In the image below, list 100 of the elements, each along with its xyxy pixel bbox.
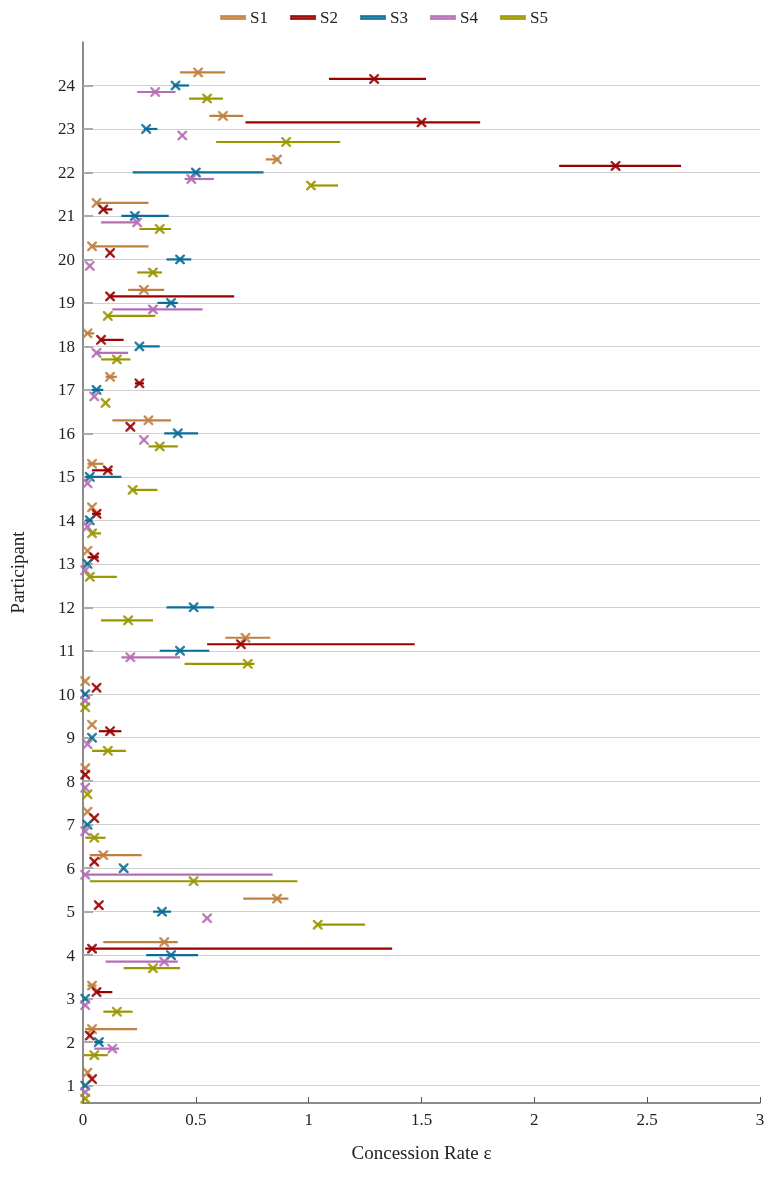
y-tick-label: 8 — [66, 771, 75, 791]
point — [118, 863, 129, 874]
point — [141, 124, 152, 134]
point — [111, 1006, 122, 1017]
x-tick-label: 1.5 — [410, 1110, 433, 1129]
point — [125, 421, 136, 432]
legend-label: S4 — [459, 8, 479, 27]
point — [312, 919, 323, 930]
point — [139, 434, 149, 445]
point — [93, 900, 104, 911]
point — [80, 769, 91, 780]
point — [105, 726, 115, 737]
point — [111, 354, 122, 365]
point — [236, 639, 246, 650]
y-tick-label: 13 — [58, 554, 75, 574]
y-tick-label: 17 — [58, 380, 76, 400]
point — [127, 484, 138, 495]
point — [166, 298, 176, 308]
x-tick-label: 0.5 — [185, 1110, 207, 1129]
point — [82, 739, 93, 750]
y-tick-label: 18 — [58, 336, 75, 356]
y-tick-label: 7 — [66, 815, 76, 835]
point — [98, 204, 109, 215]
point — [80, 1000, 91, 1011]
point — [125, 652, 136, 663]
x-tick-label: 0 — [78, 1110, 88, 1129]
point — [159, 956, 170, 967]
point — [82, 789, 93, 800]
point — [107, 1043, 118, 1054]
point — [175, 645, 185, 656]
point — [105, 248, 115, 258]
point — [102, 465, 113, 476]
point — [148, 963, 158, 974]
point — [89, 1050, 100, 1061]
point — [102, 311, 113, 321]
point — [150, 87, 161, 97]
point — [134, 341, 145, 352]
point — [123, 615, 134, 626]
point — [93, 1037, 104, 1048]
point — [188, 876, 199, 887]
point — [102, 745, 113, 756]
point — [154, 441, 165, 452]
y-tick-label: 4 — [66, 945, 76, 965]
point — [369, 74, 380, 84]
point — [82, 328, 93, 339]
point — [80, 869, 91, 880]
point — [87, 458, 97, 469]
point — [139, 284, 149, 295]
legend-label: S5 — [529, 8, 548, 27]
y-tick-label: 15 — [58, 467, 75, 487]
x-tick-label: 3 — [755, 1110, 765, 1129]
point — [84, 1030, 95, 1041]
y-tick-label: 1 — [66, 1076, 75, 1096]
y-tick-label: 3 — [66, 989, 75, 1009]
y-tick-label: 21 — [58, 206, 75, 226]
point — [177, 130, 188, 141]
y-tick-label: 12 — [58, 597, 75, 617]
y-tick-label: 16 — [58, 423, 75, 443]
y-tick-label: 23 — [58, 119, 75, 139]
point — [188, 602, 199, 613]
y-tick-label: 10 — [58, 684, 75, 704]
point — [170, 80, 181, 91]
x-tick-label: 1 — [304, 1110, 313, 1129]
point — [416, 117, 427, 128]
legend-label: S3 — [390, 8, 408, 27]
x-axis-title: Concession Rate ε — [351, 1142, 492, 1163]
point — [281, 137, 291, 147]
point — [82, 1067, 93, 1078]
legend-label: S2 — [320, 8, 339, 27]
point — [172, 428, 183, 439]
y-tick-label: 2 — [66, 1032, 75, 1052]
y-tick-label: 24 — [58, 75, 76, 95]
point — [143, 415, 154, 426]
point — [202, 913, 213, 924]
x-tick-label: 2.5 — [636, 1110, 658, 1129]
point — [242, 658, 253, 669]
legend-label: S1 — [250, 8, 269, 27]
point — [80, 1093, 91, 1104]
y-tick-label: 22 — [58, 162, 75, 182]
point — [105, 371, 115, 382]
point — [134, 378, 145, 389]
point — [96, 334, 106, 345]
y-tick-label: 6 — [66, 858, 75, 878]
point — [218, 111, 228, 121]
x-tick-label: 2 — [530, 1110, 539, 1129]
point — [84, 261, 95, 271]
y-tick-label: 20 — [58, 249, 75, 269]
point — [80, 676, 91, 687]
y-axis-title: Participant — [7, 530, 28, 614]
y-tick-label: 5 — [66, 902, 75, 922]
y-tick-label: 11 — [58, 641, 75, 661]
point — [89, 832, 100, 843]
point — [154, 224, 165, 234]
y-tick-label: 14 — [58, 510, 76, 530]
y-tick-label: 19 — [58, 293, 75, 313]
point — [89, 856, 100, 867]
point — [89, 391, 100, 402]
point — [84, 571, 95, 582]
y-tick-label: 9 — [66, 728, 75, 748]
point — [91, 682, 102, 693]
